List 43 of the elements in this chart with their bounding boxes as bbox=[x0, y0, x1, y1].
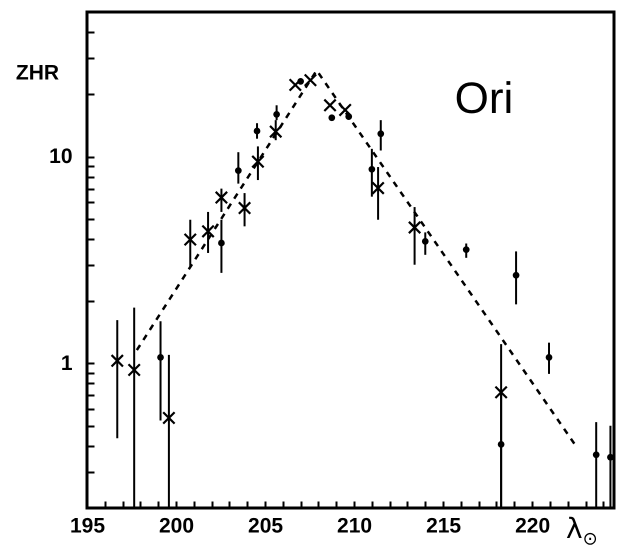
point bbox=[408, 220, 422, 234]
point bbox=[422, 238, 429, 245]
point bbox=[162, 411, 176, 425]
point bbox=[127, 363, 141, 377]
point bbox=[238, 201, 252, 215]
point bbox=[214, 190, 228, 204]
point bbox=[368, 166, 376, 173]
point bbox=[328, 114, 336, 122]
point bbox=[512, 272, 520, 279]
point bbox=[494, 386, 508, 400]
point bbox=[201, 224, 215, 238]
point bbox=[546, 354, 552, 361]
point bbox=[345, 113, 352, 120]
point bbox=[592, 451, 600, 458]
point bbox=[234, 167, 242, 174]
point bbox=[251, 154, 265, 168]
point bbox=[288, 78, 302, 92]
point bbox=[304, 73, 318, 88]
point bbox=[110, 354, 124, 368]
point bbox=[268, 124, 283, 138]
x-tick-label: 210 bbox=[337, 514, 372, 538]
y-axis-title: ZHR bbox=[16, 62, 60, 84]
point bbox=[297, 78, 304, 85]
y-tick-label: 10 bbox=[49, 145, 72, 168]
point bbox=[157, 354, 164, 361]
point bbox=[254, 128, 260, 134]
x-tick-label: 220 bbox=[515, 514, 550, 538]
annotation: Ori bbox=[454, 74, 514, 123]
point bbox=[183, 232, 198, 246]
point bbox=[462, 246, 470, 253]
x-axis-title: λ$_{⊙}$ bbox=[566, 512, 598, 550]
x-tick-label: 205 bbox=[248, 514, 284, 538]
point bbox=[218, 240, 225, 246]
point bbox=[371, 181, 385, 195]
x-tick-label: 215 bbox=[426, 514, 462, 538]
x-tick-label: 200 bbox=[158, 514, 194, 538]
point bbox=[273, 111, 280, 118]
point bbox=[377, 130, 384, 138]
point bbox=[338, 103, 352, 117]
x-tick-label: 195 bbox=[70, 514, 106, 538]
point bbox=[323, 98, 337, 112]
y-tick-label: 1 bbox=[60, 352, 73, 375]
point bbox=[498, 441, 504, 448]
